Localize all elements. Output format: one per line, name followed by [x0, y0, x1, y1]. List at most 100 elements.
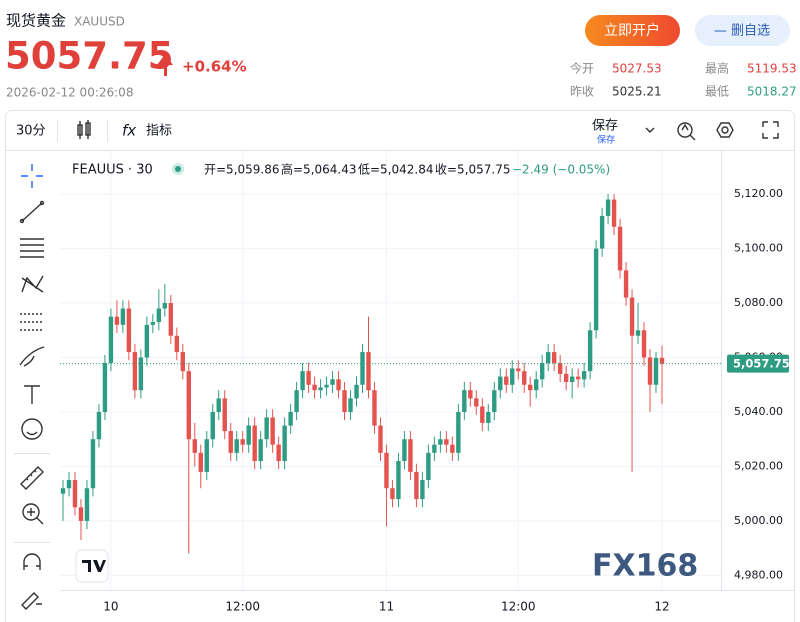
candle-body: [378, 425, 383, 453]
candle-body: [551, 352, 557, 363]
candle-body: [300, 371, 305, 391]
candle-body: [510, 368, 515, 385]
candle-body: [222, 398, 227, 432]
candle-body: [384, 452, 389, 489]
candle-body: [216, 398, 221, 412]
ohlc-change: −2.49 (−0.05%): [512, 163, 610, 177]
candle-body: [504, 376, 509, 385]
candle-body: [611, 199, 617, 227]
candle-body: [84, 488, 90, 521]
candle-body: [623, 270, 629, 298]
candle-body: [282, 425, 287, 462]
candle-body: [66, 480, 72, 489]
indicators[interactable]: 指标: [146, 124, 172, 139]
candle-body: [288, 411, 293, 426]
stat-label: 昨收: [570, 85, 594, 99]
candle-body: [426, 452, 431, 481]
watchlist-label[interactable]: — 删自选: [714, 24, 770, 39]
candle-body: [318, 387, 323, 391]
candle-body: [635, 330, 641, 336]
x-tick-label: 11: [379, 600, 394, 614]
candle-body: [294, 390, 299, 412]
open-account-button[interactable]: [585, 15, 680, 46]
y-tick-label: 4,980.00: [734, 568, 783, 581]
ohlc-close: 收=5,057.75: [435, 163, 511, 177]
candle-body: [192, 439, 197, 453]
candle-body: [246, 425, 251, 445]
candle-type-icon[interactable]: [77, 120, 91, 139]
y-tick-label: 5,040.00: [734, 405, 783, 418]
candle-body: [162, 303, 168, 309]
candle-body: [534, 379, 539, 391]
candle-body: [408, 439, 413, 472]
change: +0.64%: [182, 58, 247, 76]
fx-icon[interactable]: fx: [122, 122, 136, 140]
up-arrow: [157, 54, 173, 76]
candle-body: [354, 384, 359, 399]
candle-body: [575, 376, 581, 380]
candle-body: [480, 406, 485, 423]
candle-body: [336, 379, 341, 391]
candle-body: [132, 352, 138, 391]
candle-body: [186, 371, 191, 440]
candle-body: [126, 308, 132, 353]
stat-value: 5018.27: [747, 85, 797, 99]
candle-body: [522, 371, 527, 385]
candle-body: [150, 322, 156, 325]
candle-body: [180, 352, 185, 372]
stat-label: 今开: [570, 61, 594, 76]
candle-body: [348, 398, 353, 412]
candle-body: [617, 226, 623, 271]
candle-body: [210, 411, 215, 440]
save[interactable]: 保存: [592, 119, 618, 134]
candle-body: [276, 444, 281, 462]
y-tick-label: 5,120.00: [734, 187, 783, 200]
candle-body: [264, 417, 269, 440]
stat-label: 最低: [705, 85, 729, 99]
fullscreen-icon[interactable]: [762, 121, 779, 139]
candle-body: [156, 308, 162, 323]
x-tick-label: 12:00: [501, 600, 536, 614]
candle-body: [569, 376, 575, 383]
open-account-label[interactable]: 立即开户: [604, 22, 660, 39]
candle-body: [108, 316, 114, 363]
candle-body: [444, 439, 449, 445]
left-toolbar[interactable]: [19, 164, 45, 610]
watermark: FX168: [592, 549, 698, 584]
ohlc-low: 低=5,042.84: [358, 163, 434, 177]
candle-body: [330, 379, 335, 385]
y-tick-label: 5,000.00: [734, 514, 783, 527]
settings-icon[interactable]: [716, 122, 734, 138]
ohlc-high: 高=5,064.43: [281, 162, 357, 177]
candle-body: [372, 390, 377, 426]
candle-body: [438, 439, 443, 445]
quick-search-icon[interactable]: [677, 122, 696, 141]
chevron[interactable]: [645, 127, 655, 133]
interval[interactable]: 30分: [16, 124, 46, 139]
candle-body: [258, 439, 263, 462]
last-price-box: [727, 354, 789, 373]
candle-body: [342, 390, 347, 412]
candle-body: [324, 384, 329, 388]
symbol: FEAUUS · 30: [72, 163, 153, 178]
candle-body: [659, 357, 665, 364]
ohlc-open: 开=5,059.86: [204, 163, 280, 177]
candle-body: [540, 362, 545, 380]
candle-body: [402, 439, 407, 462]
candle-body: [90, 439, 96, 489]
candle-body: [486, 411, 491, 423]
x-tick-label: 10: [103, 600, 118, 614]
y-tick-label: 5,020.00: [734, 459, 783, 472]
candle-body: [96, 411, 102, 440]
candle-body: [234, 439, 239, 453]
candle-body: [60, 488, 66, 494]
watchlist-button[interactable]: [695, 15, 790, 46]
save-sub[interactable]: 保存: [597, 134, 615, 146]
candle-body: [144, 324, 150, 358]
candle-body: [629, 297, 635, 336]
candle-body: [468, 390, 473, 399]
candle-body: [360, 352, 365, 385]
instrument-name: 现货黄金: [6, 12, 66, 30]
candle-body: [557, 362, 563, 374]
